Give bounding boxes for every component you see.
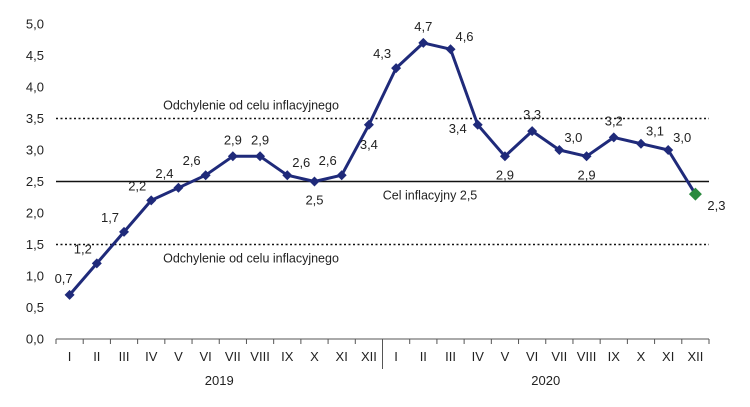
data-label: 2,9 [578,167,596,182]
x-tick-label: XII [361,349,377,364]
data-point [282,170,293,181]
x-tick-label: XI [336,349,348,364]
data-point [445,44,456,55]
x-tick-label: X [310,349,319,364]
data-point [499,151,510,162]
x-tick-label: VIII [577,349,597,364]
x-tick-label: VII [225,349,241,364]
data-label: 3,4 [449,121,467,136]
data-point [635,138,646,149]
x-tick-label: II [93,349,100,364]
year-label: 2019 [205,373,234,388]
data-point [336,170,347,181]
data-point [363,119,374,130]
y-tick-label: 1,0 [26,269,44,284]
data-label: 2,2 [128,178,146,193]
data-label: 2,5 [305,193,323,208]
x-tick-label: VI [526,349,538,364]
data-point [309,176,320,187]
data-point [91,258,102,269]
reference-lines: Odchylenie od celu inflacyjnego Cel infla… [56,99,709,266]
x-tick-label: II [420,349,427,364]
x-tick-label: IV [472,349,485,364]
data-point [64,289,75,300]
data-point [527,126,538,137]
data-label: 2,6 [292,155,310,170]
data-point [173,182,184,193]
data-point [146,195,157,206]
data-label: 0,7 [55,271,73,286]
x-tick-label: XII [687,349,703,364]
reference-line-label: Odchylenie od celu inflacyjnego [163,99,339,113]
reference-line-label: Odchylenie od celu inflacyjnego [163,252,339,266]
data-point [608,132,619,143]
x-tick-label: III [119,349,130,364]
y-tick-label: 4,0 [26,80,44,95]
y-tick-label: 4,5 [26,48,44,63]
reference-line-label: Cel inflacyjny 2,5 [383,189,478,203]
data-label: 2,6 [183,153,201,168]
data-point [200,170,211,181]
data-label: 4,7 [414,19,432,34]
y-tick-label: 1,5 [26,237,44,252]
y-tick-label: 0,5 [26,300,44,315]
y-tick-label: 2,5 [26,174,44,189]
data-label: 4,6 [455,29,473,44]
y-tick-label: 5,0 [26,17,44,32]
data-point [554,145,565,155]
data-label: 3,4 [360,137,378,152]
data-label: 2,9 [224,132,242,147]
data-label: 2,3 [707,198,725,213]
data-label: 2,9 [496,167,514,182]
x-tick-label: I [68,349,72,364]
data-label: 1,2 [74,241,92,256]
data-label: 2,6 [319,153,337,168]
data-label: 3,0 [673,130,691,145]
data-label: 3,2 [605,113,623,128]
x-tick-label: IX [281,349,294,364]
data-point [472,119,483,130]
data-label: 3,1 [646,124,664,139]
x-tick-label: V [501,349,510,364]
y-tick-label: 3,5 [26,111,44,126]
year-label: 2020 [531,373,560,388]
x-tick-label: X [637,349,646,364]
data-label: 3,0 [564,130,582,145]
data-label: 2,9 [251,132,269,147]
x-tick-label: XI [662,349,674,364]
y-tick-label: 2,0 [26,206,44,221]
x-tick-label: VIII [250,349,270,364]
series-markers [64,37,702,300]
data-label: 2,4 [155,166,173,181]
x-tick-label: V [174,349,183,364]
x-tick-label: I [394,349,398,364]
series-line [68,41,697,296]
series-path [68,41,697,296]
data-label: 4,3 [373,46,391,61]
data-point [119,226,130,237]
data-label: 3,3 [523,107,541,122]
x-tick-label: IX [608,349,621,364]
data-point [581,151,592,162]
data-label: 1,7 [101,210,119,225]
y-tick-label: 3,0 [26,143,44,158]
data-point [255,151,266,162]
data-point [418,37,429,48]
highlight-marker [688,187,702,201]
data-point [391,63,402,74]
y-tick-label: 0,0 [26,332,44,347]
x-tick-label: III [445,349,456,364]
axes: 0,00,51,01,52,02,53,03,54,04,55,0I II III I… [26,17,710,388]
x-tick-label: VII [551,349,567,364]
x-tick-label: IV [145,349,158,364]
data-point [663,145,674,155]
data-labels: 0,71,2 1,7 2,2 2,4 2,6 2,9 2,9 2,6 2,5 2,6 3,4 4,3 4… [55,19,726,286]
data-point [227,151,238,162]
x-tick-label: VI [199,349,211,364]
